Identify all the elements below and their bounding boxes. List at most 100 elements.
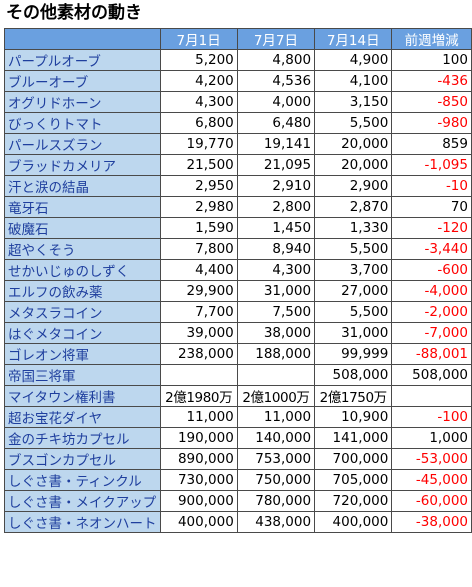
price-jul7-cell: 750,000	[236, 469, 316, 491]
table-row: 汗と涙の結晶 2,950 2,910 2,900 -10	[4, 175, 472, 197]
weekly-change-cell	[391, 385, 472, 407]
price-jul7-cell: 780,000	[236, 490, 316, 512]
price-jul7-cell: 11,000	[236, 406, 316, 428]
table-row: パープルオーブ 5,200 4,800 4,900 100	[4, 49, 472, 71]
item-name-cell: はぐメタコイン	[4, 322, 161, 344]
table-row: ブルーオーブ 4,200 4,536 4,100 -436	[4, 70, 472, 92]
price-jul14-cell: 31,000	[314, 322, 393, 344]
item-name-cell: ゴレオン将軍	[4, 343, 161, 365]
header-row: 7月1日 7月7日 7月14日 前週増減	[4, 28, 472, 50]
price-jul14-cell: 720,000	[314, 490, 393, 512]
price-jul7-cell: 31,000	[236, 280, 316, 302]
price-jul1-cell	[159, 364, 238, 386]
table-row: 破魔石 1,590 1,450 1,330 -120	[4, 217, 472, 239]
price-jul14-cell: 2,900	[314, 175, 393, 197]
price-jul7-cell: 2,910	[236, 175, 316, 197]
weekly-change-cell: -10	[391, 175, 472, 197]
table-row: 金のチキ坊カプセル 190,000 140,000 141,000 1,000	[4, 427, 472, 449]
weekly-change-cell: -600	[391, 259, 472, 281]
price-jul1-cell: 21,500	[159, 154, 238, 176]
table-row: 帝国三将軍 508,000 508,000	[4, 364, 472, 386]
weekly-change-cell: 859	[391, 133, 472, 155]
weekly-change-cell: -7,000	[391, 322, 472, 344]
price-jul14-cell: 5,500	[314, 238, 393, 260]
price-jul7-cell: 19,141	[236, 133, 316, 155]
price-jul7-cell	[236, 364, 316, 386]
weekly-change-cell: 508,000	[391, 364, 472, 386]
item-name-cell: パープルオーブ	[4, 49, 161, 71]
price-jul7-cell: 438,000	[236, 511, 316, 533]
price-jul14-cell: 10,900	[314, 406, 393, 428]
price-jul1-cell: 5,200	[159, 49, 238, 71]
table-row: しぐさ書・メイクアップ 900,000 780,000 720,000 -60,000	[4, 490, 472, 512]
price-jul14-cell: 3,700	[314, 259, 393, 281]
table-row: マイタウン権利書 2億1980万 2億1000万 2億1750万	[4, 385, 472, 407]
price-jul1-cell: 400,000	[159, 511, 238, 533]
header-weekly-change: 前週増減	[391, 28, 472, 50]
price-jul14-cell: 5,500	[314, 301, 393, 323]
table-row: せかいじゅのしずく 4,400 4,300 3,700 -600	[4, 259, 472, 281]
price-jul1-cell: 7,800	[159, 238, 238, 260]
table-row: ゴレオン将軍 238,000 188,000 99,999 -88,001	[4, 343, 472, 365]
item-name-cell: しぐさ書・メイクアップ	[4, 490, 161, 512]
weekly-change-cell: -53,000	[391, 448, 472, 470]
price-jul14-cell: 141,000	[314, 427, 393, 449]
header-jul7: 7月7日	[236, 28, 316, 50]
price-jul7-cell: 140,000	[236, 427, 316, 449]
item-name-cell: せかいじゅのしずく	[4, 259, 161, 281]
price-jul14-cell: 508,000	[314, 364, 393, 386]
price-jul14-cell: 4,900	[314, 49, 393, 71]
price-jul1-cell: 238,000	[159, 343, 238, 365]
price-jul7-cell: 4,536	[236, 70, 316, 92]
item-name-cell: オグリドホーン	[4, 91, 161, 113]
price-jul7-cell: 21,095	[236, 154, 316, 176]
price-jul1-cell: 1,590	[159, 217, 238, 239]
item-name-cell: マイタウン権利書	[4, 385, 161, 407]
item-name-cell: びっくりトマト	[4, 112, 161, 134]
price-jul14-cell: 20,000	[314, 133, 393, 155]
item-name-cell: ブルーオーブ	[4, 70, 161, 92]
weekly-change-cell: -436	[391, 70, 472, 92]
price-table: 7月1日 7月7日 7月14日 前週増減 パープルオーブ 5,200 4,800 4,…	[4, 28, 472, 533]
table-row: 竜牙石 2,980 2,800 2,870 70	[4, 196, 472, 218]
price-jul14-cell: 3,150	[314, 91, 393, 113]
item-name-cell: ブスゴンカプセル	[4, 448, 161, 470]
price-jul1-cell: 39,000	[159, 322, 238, 344]
header-blank	[4, 28, 161, 50]
table-row: しぐさ書・ネオンハート 400,000 438,000 400,000 -38,000	[4, 511, 472, 533]
table-row: はぐメタコイン 39,000 38,000 31,000 -7,000	[4, 322, 472, 344]
price-jul14-cell: 20,000	[314, 154, 393, 176]
price-jul7-cell: 4,800	[236, 49, 316, 71]
price-jul1-cell: 29,900	[159, 280, 238, 302]
weekly-change-cell: -980	[391, 112, 472, 134]
price-jul7-cell: 2,800	[236, 196, 316, 218]
header-jul14: 7月14日	[314, 28, 393, 50]
weekly-change-cell: 1,000	[391, 427, 472, 449]
table-row: パールスズラン 19,770 19,141 20,000 859	[4, 133, 472, 155]
table-row: オグリドホーン 4,300 4,000 3,150 -850	[4, 91, 472, 113]
table-row: しぐさ書・ティンクル 730,000 750,000 705,000 -45,000	[4, 469, 472, 491]
item-name-cell: 破魔石	[4, 217, 161, 239]
item-name-cell: 金のチキ坊カプセル	[4, 427, 161, 449]
price-jul1-cell: 2億1980万	[159, 385, 238, 407]
price-jul1-cell: 4,400	[159, 259, 238, 281]
price-jul1-cell: 2,950	[159, 175, 238, 197]
price-jul1-cell: 11,000	[159, 406, 238, 428]
price-jul1-cell: 890,000	[159, 448, 238, 470]
price-jul1-cell: 2,980	[159, 196, 238, 218]
item-name-cell: 超やくそう	[4, 238, 161, 260]
table-row: 超お宝花ダイヤ 11,000 11,000 10,900 -100	[4, 406, 472, 428]
weekly-change-cell: -38,000	[391, 511, 472, 533]
weekly-change-cell: -100	[391, 406, 472, 428]
price-jul14-cell: 2,870	[314, 196, 393, 218]
table-row: ブラッドカメリア 21,500 21,095 20,000 -1,095	[4, 154, 472, 176]
price-jul7-cell: 188,000	[236, 343, 316, 365]
page-title: その他素材の動き	[6, 3, 142, 23]
price-jul7-cell: 753,000	[236, 448, 316, 470]
weekly-change-cell: 70	[391, 196, 472, 218]
price-jul14-cell: 27,000	[314, 280, 393, 302]
price-jul14-cell: 2億1750万	[314, 385, 393, 407]
price-jul1-cell: 4,300	[159, 91, 238, 113]
item-name-cell: ブラッドカメリア	[4, 154, 161, 176]
price-jul7-cell: 8,940	[236, 238, 316, 260]
